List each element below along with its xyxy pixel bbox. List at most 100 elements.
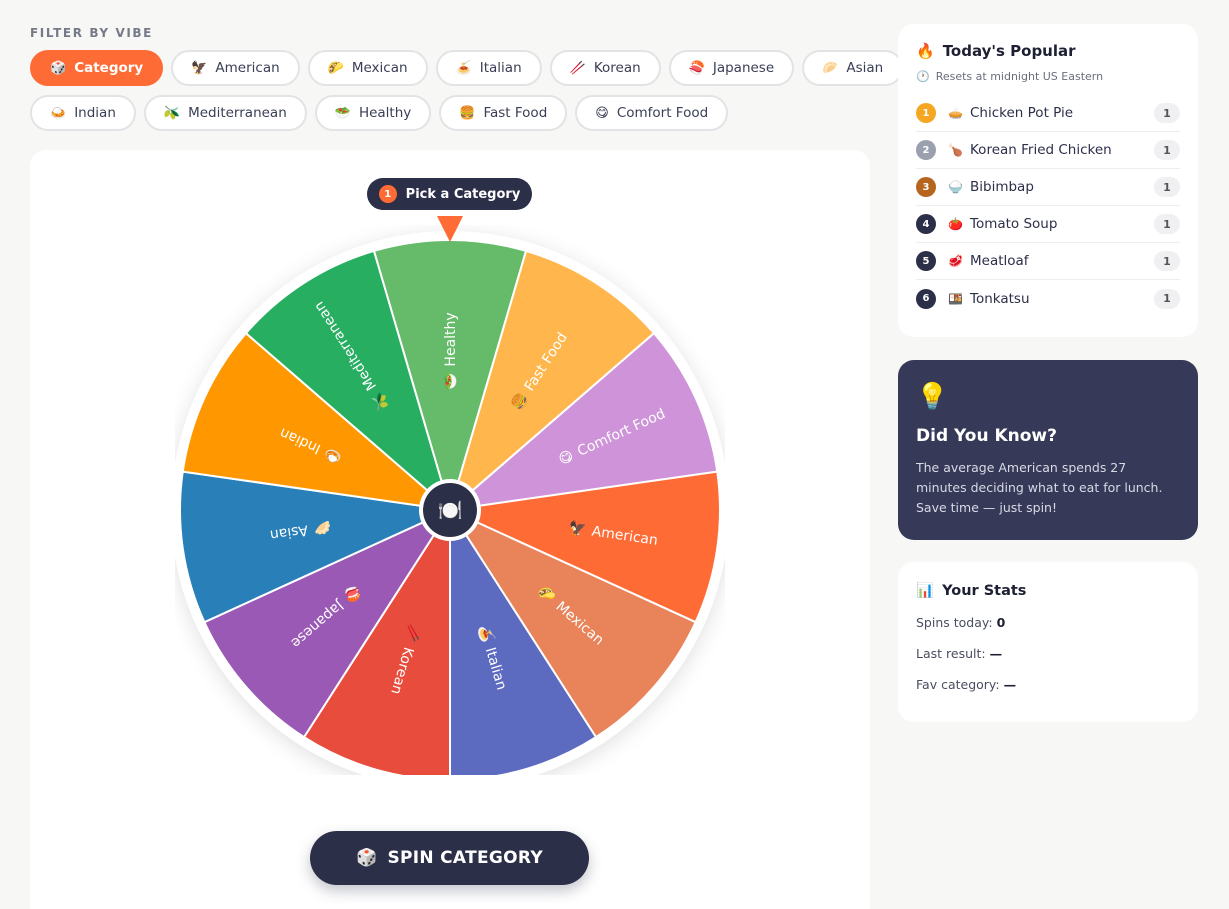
italian-icon: 🍝 — [455, 60, 472, 76]
rank-badge: 3 — [916, 177, 936, 197]
filter-chip-mexican[interactable]: 🌮 Mexican — [307, 50, 428, 86]
dice-icon: 🎲 — [356, 848, 378, 868]
wheel-segment-shape — [447, 507, 697, 739]
popular-item[interactable]: 2 🍗 Korean Fried Chicken 1 — [916, 132, 1180, 169]
filter-chip-label: Asian — [846, 60, 884, 76]
indian-icon: 🍛 — [322, 445, 345, 467]
stat-spins-label: Spins today: — [916, 615, 993, 630]
filter-chip-american[interactable]: 🦅 American — [171, 50, 300, 86]
filter-chip-indian[interactable]: 🍛 Indian — [30, 95, 136, 131]
stat-fav-category: Fav category: — — [916, 677, 1180, 692]
did-you-know-card: 💡 Did You Know? The average American spe… — [898, 360, 1198, 540]
food-name: Chicken Pot Pie — [970, 105, 1074, 121]
healthy-icon: 🥗 — [443, 372, 459, 390]
filter-chip-category[interactable]: 🎲 Category — [30, 50, 164, 86]
asian-icon: 🥟 — [822, 60, 839, 76]
wheel-segment-indian: 🍛Indian — [181, 331, 454, 512]
food-name: Korean Fried Chicken — [970, 142, 1112, 158]
food-icon: 🥧 — [948, 106, 963, 120]
wheel-hub — [423, 483, 477, 537]
popular-item[interactable]: 4 🍅 Tomato Soup 1 — [916, 206, 1180, 243]
wheel-segment-shape — [449, 506, 598, 775]
reset-note: 🕐 Resets at midnight US Eastern — [916, 70, 1180, 83]
wheel-segment-mediterranean: 🫒Mediterranean — [244, 249, 452, 513]
food-icon: 🥩 — [948, 254, 963, 268]
reset-note-text: Resets at midnight US Eastern — [935, 70, 1104, 83]
korean-icon: 🥢 — [403, 623, 424, 645]
rank-badge: 4 — [916, 214, 936, 234]
food-name: Tomato Soup — [970, 216, 1058, 232]
food-icon: 🍚 — [948, 180, 963, 194]
filter-chip-label: Healthy — [358, 105, 412, 121]
wheel-segment-shape — [302, 506, 451, 775]
wheel-segment-american: 🦅 American — [446, 470, 721, 624]
comfort-food-icon: 😋 — [595, 105, 609, 121]
clock-icon: 🕐 — [916, 70, 930, 83]
todays-popular-card: 🔥 Today's Popular 🕐 Resets at midnight U… — [898, 24, 1198, 337]
stat-fav-value: — — [1003, 677, 1017, 692]
filter-chip-mediterranean[interactable]: 🫒 Mediterranean — [143, 95, 307, 131]
rank-badge: 1 — [916, 103, 936, 123]
rank-badge: 6 — [916, 288, 936, 309]
wheel-segment-shape — [446, 470, 721, 624]
popular-item[interactable]: 5 🥩 Meatloaf 1 — [916, 243, 1180, 280]
filter-chip-korean[interactable]: 🥢 Korean — [549, 50, 661, 86]
stat-spins-today: Spins today: 0 — [916, 615, 1180, 630]
stat-last-value: — — [989, 646, 1003, 661]
popular-title: 🔥 Today's Popular — [916, 42, 1180, 60]
spin-count-badge: 1 — [1154, 103, 1180, 123]
step-number-badge: 1 — [378, 185, 397, 203]
popular-item[interactable]: 6 🍱 Tonkatsu 1 — [916, 280, 1180, 317]
popular-title-text: Today's Popular — [942, 42, 1076, 60]
filter-chip-label: Indian — [74, 105, 116, 121]
american-icon: 🦅 — [191, 60, 208, 76]
tip-title: Did You Know? — [916, 426, 1057, 446]
indian-icon: 🍛 — [50, 105, 67, 121]
rank-badge: 2 — [916, 140, 936, 160]
tip-text: The average American spends 27 minutes d… — [916, 460, 1163, 515]
filter-chip-label: Japanese — [712, 60, 775, 76]
filter-chip-label: American — [215, 60, 280, 76]
fast-food-icon: 🍔 — [459, 105, 476, 121]
plate-icon: 🍽️ — [438, 498, 463, 522]
spin-count-badge: 1 — [1154, 251, 1180, 271]
filter-chip-italian[interactable]: 🍝 Italian — [435, 50, 542, 86]
filter-chip-label: Category — [74, 60, 144, 76]
spin-count-badge: 1 — [1154, 214, 1180, 234]
filter-chip-asian[interactable]: 🥟 Asian — [802, 50, 904, 86]
wheel-card: 1 Pick a Category 🥗 Healthy 🍔Fast Food 😋Com… — [30, 150, 870, 909]
filter-chip-japanese[interactable]: 🍣 Japanese — [668, 50, 795, 86]
stats-title-text: Your Stats — [942, 582, 1027, 599]
stat-fav-label: Fav category: — [916, 677, 1000, 692]
category-wheel[interactable]: 🥗 Healthy🍔Fast Food😋Comfort Food🦅 American… — [175, 225, 725, 775]
fast-food-icon: 🍔 — [508, 390, 532, 414]
filter-chip-comfort-food[interactable]: 😋 Comfort Food — [575, 95, 729, 131]
wheel-segment-shape — [203, 507, 453, 739]
spin-count-badge: 1 — [1154, 140, 1180, 160]
mexican-icon: 🌮 — [327, 60, 344, 76]
wheel-segment-shape — [179, 470, 454, 624]
step-indicator: 1 Pick a Category — [367, 178, 532, 210]
filter-chip-healthy[interactable]: 🥗 Healthy — [314, 95, 432, 131]
stats-title: 📊 Your Stats — [916, 582, 1180, 600]
spin-category-button[interactable]: 🎲 SPIN CATEGORY — [310, 831, 589, 885]
wheel-segment-shape — [244, 249, 452, 513]
popular-list: 1 🥧 Chicken Pot Pie 1 2 🍗 Korean Fried Chicken… — [916, 95, 1180, 317]
popular-item[interactable]: 3 🍚 Bibimbap 1 — [916, 169, 1180, 206]
food-name: Meatloaf — [970, 253, 1029, 269]
asian-icon: 🥟 — [313, 518, 333, 536]
wheel-segment-korean: 🥢Korean — [302, 506, 451, 775]
food-icon: 🍗 — [948, 143, 963, 157]
italian-icon: 🍝 — [475, 623, 496, 645]
wheel-segment-text: Healthy — [443, 312, 459, 366]
filter-chip-fast-food[interactable]: 🍔 Fast Food — [439, 95, 568, 131]
food-icon: 🍅 — [948, 217, 963, 231]
filter-chip-label: Italian — [479, 60, 522, 76]
rank-badge: 5 — [916, 251, 936, 271]
american-icon: 🦅 — [567, 518, 587, 538]
wheel-segment-shape — [181, 331, 454, 512]
popular-item[interactable]: 1 🥧 Chicken Pot Pie 1 — [916, 95, 1180, 132]
wheel-segment-label: 🥗 Healthy — [443, 312, 459, 390]
stat-spins-value: 0 — [996, 615, 1006, 630]
filter-chip-label: Comfort Food — [616, 105, 709, 121]
